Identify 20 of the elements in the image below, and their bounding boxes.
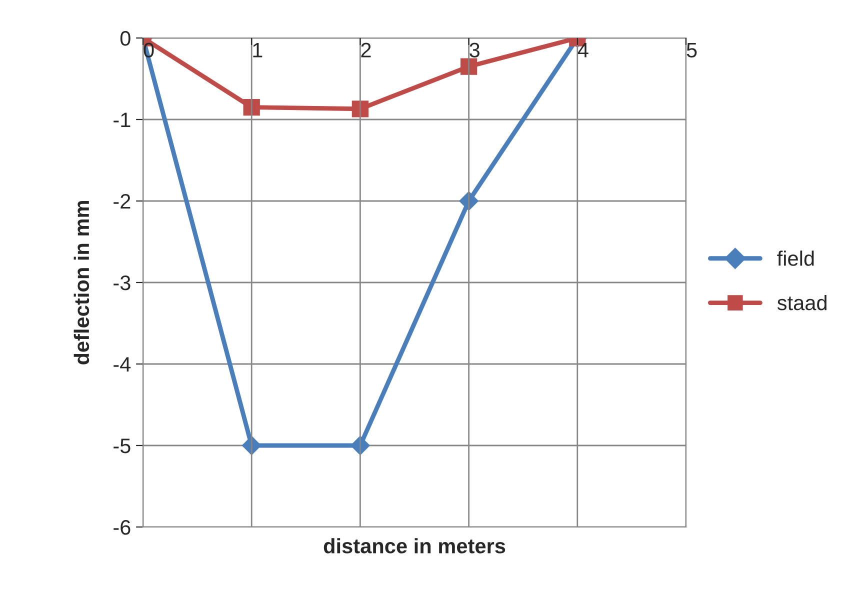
y-tick-label: -4 bbox=[114, 357, 131, 372]
y-tick-label: -5 bbox=[114, 438, 130, 454]
point bbox=[350, 436, 370, 456]
point bbox=[243, 98, 260, 116]
y-axis-title: deflection in mm bbox=[74, 201, 90, 364]
point bbox=[460, 58, 478, 75]
y-tick-label: -3 bbox=[114, 276, 130, 290]
y-tick-label: 0 bbox=[120, 31, 130, 46]
legend-label: staad bbox=[777, 295, 826, 310]
legend-label: field bbox=[777, 250, 814, 266]
x-tick-label: 3 bbox=[470, 42, 480, 58]
y-tick-label: -1 bbox=[114, 112, 130, 128]
y-tick-label: -6 bbox=[114, 520, 130, 535]
y-tick-label: -2 bbox=[114, 194, 130, 209]
point bbox=[459, 191, 478, 211]
x-tick-label: 2 bbox=[361, 42, 371, 58]
point bbox=[352, 100, 369, 118]
x-axis-title: distance in meters bbox=[324, 538, 506, 554]
x-tick-label: 1 bbox=[253, 42, 262, 58]
x-tick-label: 5 bbox=[686, 42, 697, 58]
